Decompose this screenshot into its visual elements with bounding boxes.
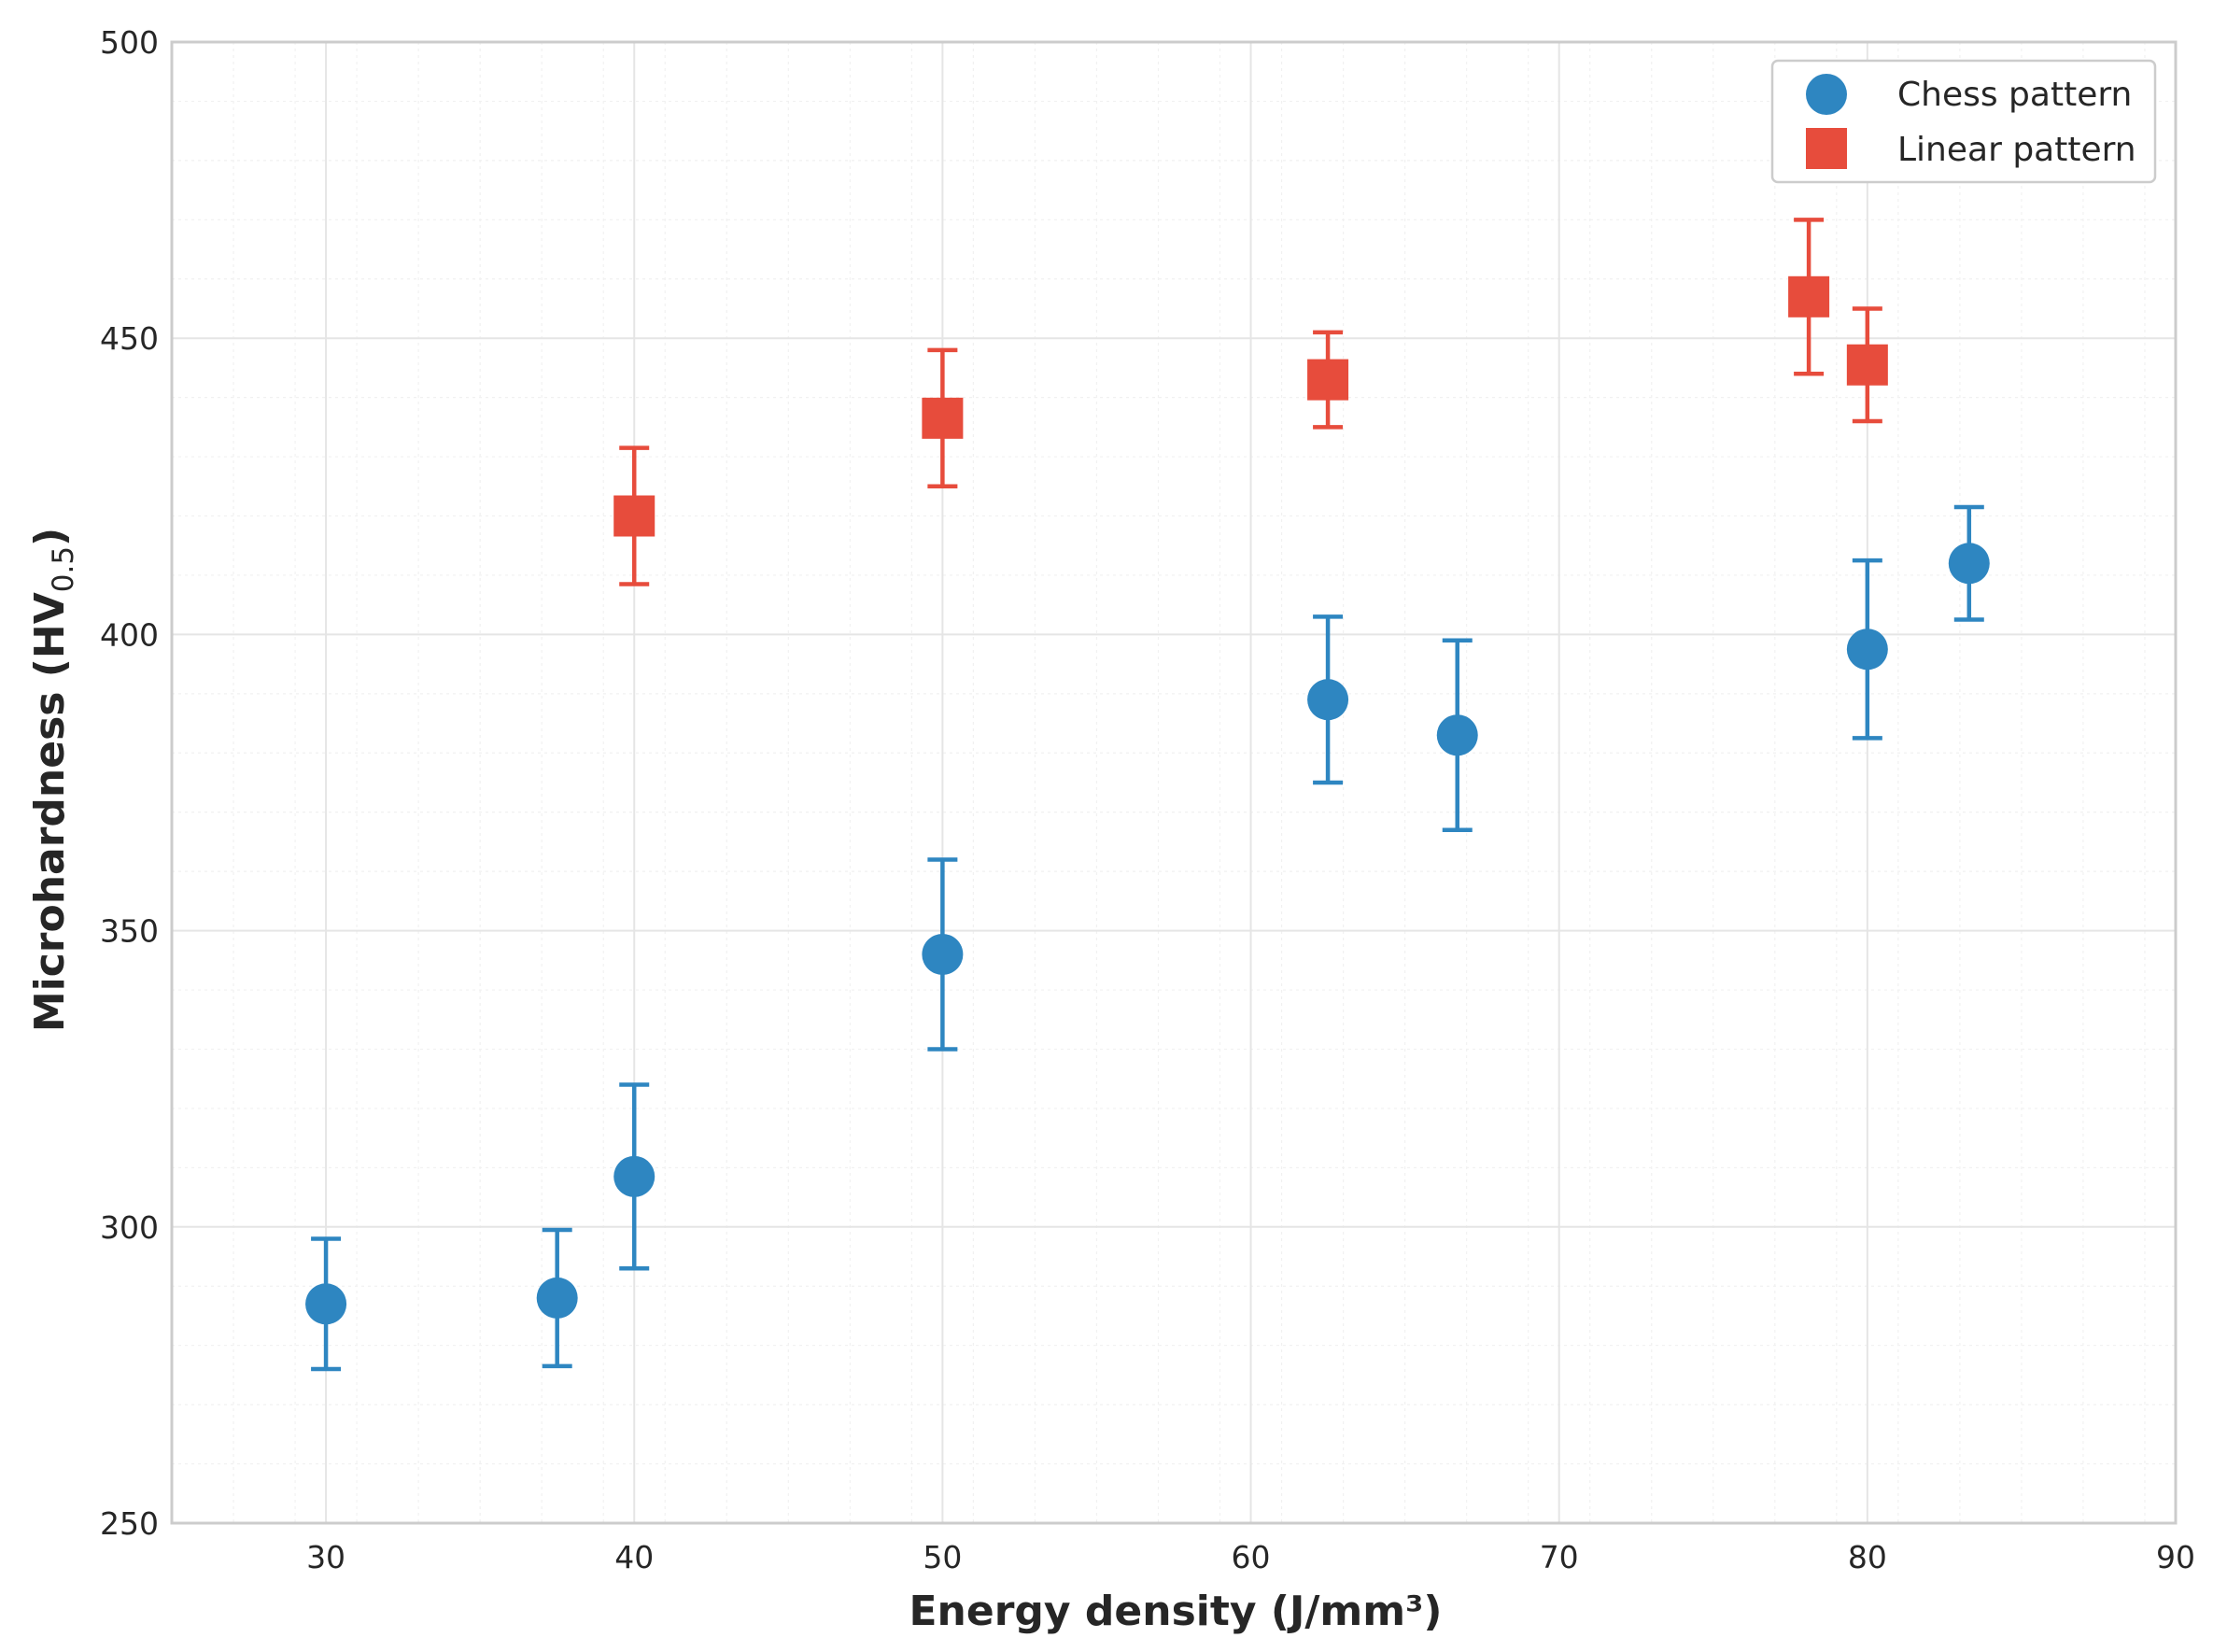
- x-tick-label: 80: [1848, 1539, 1887, 1575]
- data-point-square: [1307, 359, 1349, 401]
- minor-grid: [171, 42, 2176, 1523]
- y-tick-label: 400: [100, 616, 159, 653]
- series-linear-pattern: [613, 218, 1888, 586]
- x-axis-ticks: 30 40 50 60 70 80 90: [306, 1539, 2195, 1575]
- x-tick-label: 70: [1540, 1539, 1579, 1575]
- x-tick-label: 60: [1232, 1539, 1271, 1575]
- y-axis-label-main: Microhardness (HV: [26, 592, 74, 1032]
- data-marks: [305, 218, 1990, 1372]
- x-tick-label: 90: [2156, 1539, 2195, 1575]
- data-point-circle: [1948, 543, 1990, 585]
- data-point-circle: [613, 1155, 655, 1197]
- y-tick-label: 500: [100, 24, 159, 61]
- series-chess-pattern: [305, 504, 1990, 1372]
- x-tick-label: 50: [923, 1539, 962, 1575]
- data-point-circle: [536, 1277, 578, 1319]
- x-axis-label: Energy density (J/mm³): [909, 1588, 1442, 1635]
- data-point-square: [1846, 344, 1888, 386]
- x-tick-label: 40: [614, 1539, 654, 1575]
- data-point-square: [1788, 275, 1830, 318]
- data-point-circle: [1846, 628, 1888, 671]
- data-point-square: [922, 397, 964, 439]
- y-axis-label-subscript: 0.5: [47, 546, 80, 592]
- y-axis-ticks: 250 300 350 400 450 500: [100, 24, 159, 1542]
- y-tick-label: 300: [100, 1209, 159, 1246]
- data-point-circle: [305, 1283, 347, 1325]
- y-tick-label: 350: [100, 913, 159, 950]
- legend-marker-chess-pattern: [1806, 74, 1847, 115]
- y-axis-label: Microhardness (HV0.5): [26, 528, 80, 1032]
- legend: Chess pattern Linear pattern: [1770, 59, 2157, 184]
- y-tick-label: 450: [100, 320, 159, 357]
- legend-label-chess-pattern: Chess pattern: [1897, 76, 2132, 114]
- legend-label-linear-pattern: Linear pattern: [1897, 131, 2136, 169]
- data-point-circle: [1436, 714, 1478, 756]
- data-point-circle: [922, 933, 964, 975]
- y-axis-label-close: ): [26, 528, 74, 546]
- legend-marker-linear-pattern: [1806, 128, 1847, 169]
- data-point-square: [613, 495, 655, 537]
- data-point-circle: [1307, 679, 1349, 721]
- y-tick-label: 250: [100, 1505, 159, 1542]
- legend-box: [1770, 59, 2157, 184]
- x-tick-label: 30: [306, 1539, 345, 1575]
- plot-frame: [170, 40, 2178, 1525]
